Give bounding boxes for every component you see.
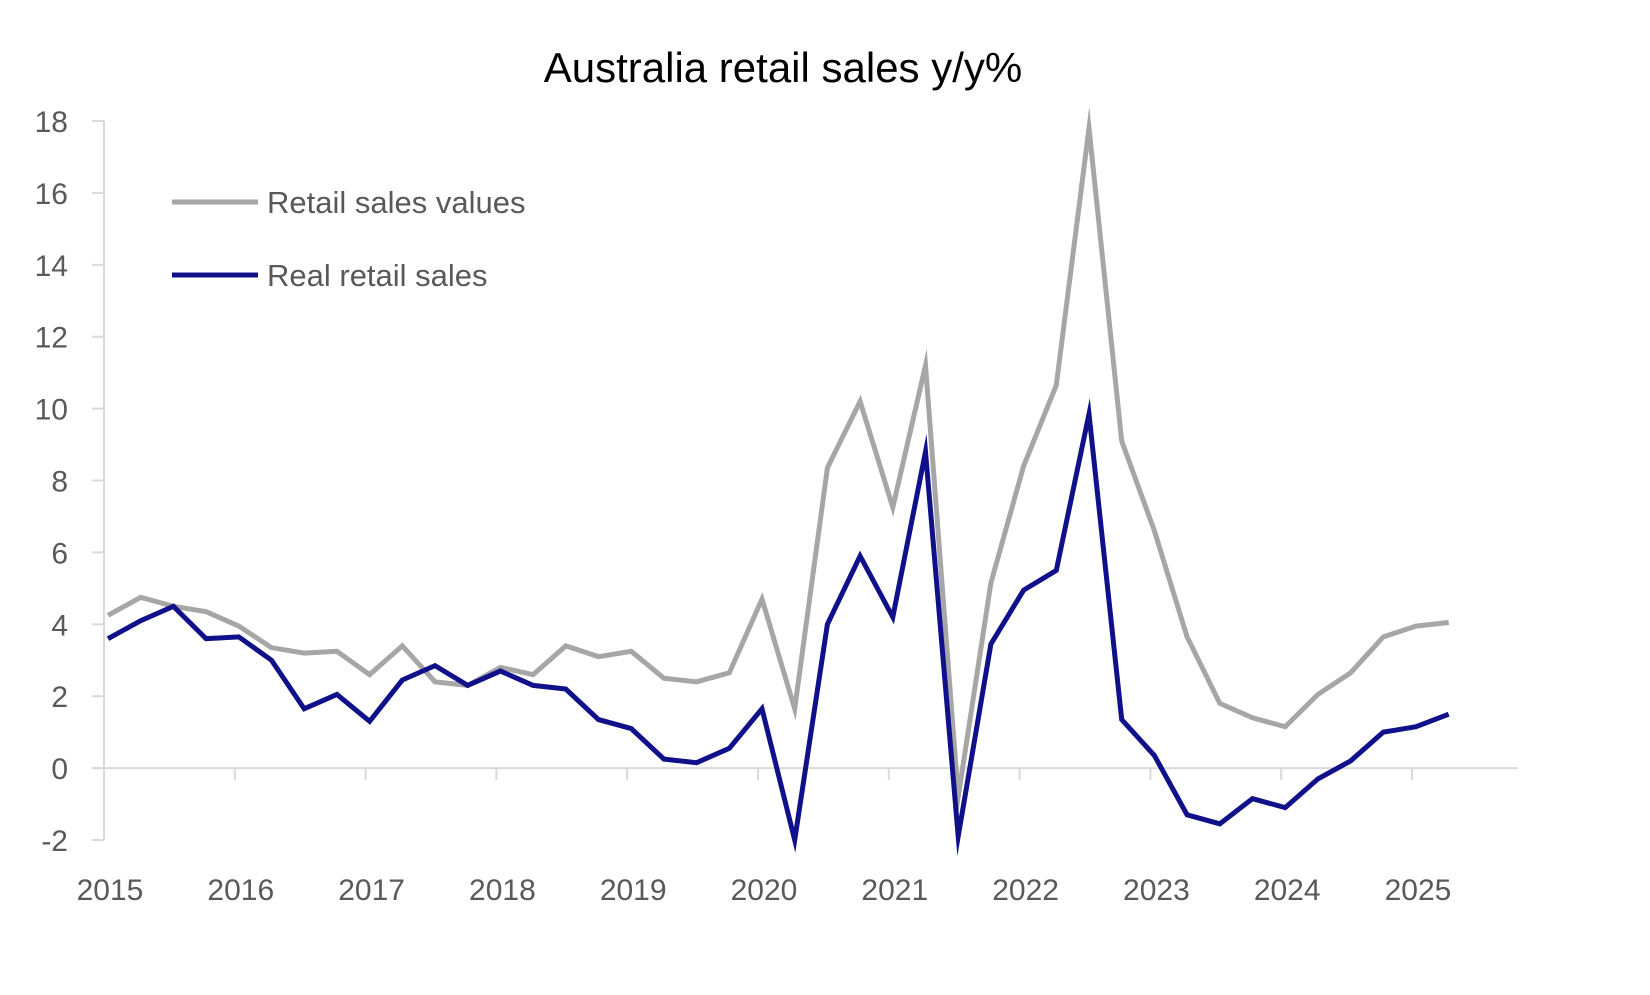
y-tick-label: 16 <box>35 178 68 211</box>
y-tick-label: 6 <box>51 537 68 570</box>
x-tick-label: 2020 <box>731 874 798 907</box>
legend: Retail sales values Real retail sales <box>172 185 525 293</box>
y-tick-label: 8 <box>51 466 68 499</box>
series-line-real-retail-sales <box>108 414 1449 840</box>
y-tick-label: 12 <box>35 322 68 355</box>
y-tick-label: 4 <box>51 609 68 642</box>
series-group <box>108 128 1449 840</box>
x-tick-label: 2024 <box>1254 874 1321 907</box>
x-tick-label: 2016 <box>207 874 274 907</box>
x-tick-label: 2019 <box>600 874 667 907</box>
x-tick-label: 2022 <box>992 874 1059 907</box>
x-tick-label: 2025 <box>1385 874 1452 907</box>
legend-label-real-retail-sales: Real retail sales <box>267 258 488 293</box>
axes: -2 0 2 4 6 8 10 12 14 16 18 2015 2016 2017 2018 2019 202… <box>35 106 1518 907</box>
y-tick-label: -2 <box>41 825 68 858</box>
y-tick-label: 10 <box>35 394 68 427</box>
x-tick-label: 2017 <box>338 874 405 907</box>
legend-label-retail-sales-values: Retail sales values <box>267 185 525 220</box>
y-tick-label: 2 <box>51 681 68 714</box>
x-tick-label: 2015 <box>77 874 144 907</box>
x-tick-label: 2018 <box>469 874 536 907</box>
x-tick-label: 2021 <box>861 874 928 907</box>
y-tick-label: 18 <box>35 106 68 139</box>
y-tick-label: 14 <box>35 250 68 283</box>
chart-title: Australia retail sales y/y% <box>544 44 1023 91</box>
x-tick-label: 2023 <box>1123 874 1190 907</box>
series-line-retail-sales-values <box>108 128 1449 797</box>
y-tick-label: 0 <box>51 753 68 786</box>
